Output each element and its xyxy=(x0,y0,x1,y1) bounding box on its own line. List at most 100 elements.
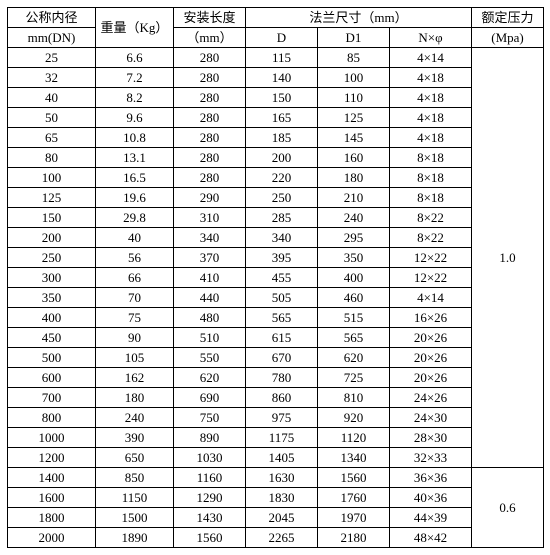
table-row: 1600115012901830176040×36 xyxy=(8,488,544,508)
cell-dn: 1000 xyxy=(8,428,96,448)
cell-dn: 250 xyxy=(8,248,96,268)
cell-install-len: 440 xyxy=(174,288,246,308)
cell-dn: 500 xyxy=(8,348,96,368)
cell-d: 1405 xyxy=(246,448,318,468)
header-dn-line2: mm(DN) xyxy=(8,28,96,48)
table-row: 6510.82801851454×18 xyxy=(8,128,544,148)
cell-nphi: 16×26 xyxy=(390,308,472,328)
header-pressure-line1: 额定压力 xyxy=(472,8,544,28)
cell-dn: 32 xyxy=(8,68,96,88)
cell-d1: 515 xyxy=(318,308,390,328)
cell-install-len: 280 xyxy=(174,68,246,88)
header-weight: 重量（Kg） xyxy=(96,8,174,48)
cell-dn: 1600 xyxy=(8,488,96,508)
cell-d: 2265 xyxy=(246,528,318,548)
cell-d1: 1340 xyxy=(318,448,390,468)
cell-dn: 2000 xyxy=(8,528,96,548)
cell-dn: 600 xyxy=(8,368,96,388)
cell-d: 165 xyxy=(246,108,318,128)
cell-d1: 400 xyxy=(318,268,390,288)
table-row: 256.6280115854×141.0 xyxy=(8,48,544,68)
table-row: 1800150014302045197044×39 xyxy=(8,508,544,528)
cell-dn: 200 xyxy=(8,228,96,248)
cell-d1: 240 xyxy=(318,208,390,228)
cell-d: 340 xyxy=(246,228,318,248)
table-row: 10003908901175112028×30 xyxy=(8,428,544,448)
cell-nphi: 20×26 xyxy=(390,348,472,368)
header-d: D xyxy=(246,28,318,48)
cell-d: 1175 xyxy=(246,428,318,448)
cell-weight: 70 xyxy=(96,288,174,308)
cell-dn: 65 xyxy=(8,128,96,148)
cell-install-len: 280 xyxy=(174,88,246,108)
cell-weight: 16.5 xyxy=(96,168,174,188)
cell-install-len: 1160 xyxy=(174,468,246,488)
cell-d1: 810 xyxy=(318,388,390,408)
cell-nphi: 4×18 xyxy=(390,128,472,148)
cell-d1: 620 xyxy=(318,348,390,368)
table-row: 3006641045540012×22 xyxy=(8,268,544,288)
header-install-len-line2: （mm） xyxy=(174,28,246,48)
cell-install-len: 480 xyxy=(174,308,246,328)
cell-install-len: 1030 xyxy=(174,448,246,468)
cell-weight: 1150 xyxy=(96,488,174,508)
cell-d1: 1760 xyxy=(318,488,390,508)
cell-nphi: 4×18 xyxy=(390,108,472,128)
table-row: 60016262078072520×26 xyxy=(8,368,544,388)
cell-install-len: 550 xyxy=(174,348,246,368)
cell-d: 505 xyxy=(246,288,318,308)
cell-install-len: 1290 xyxy=(174,488,246,508)
cell-install-len: 620 xyxy=(174,368,246,388)
cell-d1: 160 xyxy=(318,148,390,168)
cell-weight: 19.6 xyxy=(96,188,174,208)
table-row: 509.62801651254×18 xyxy=(8,108,544,128)
table-row: 2000189015602265218048×42 xyxy=(8,528,544,548)
cell-install-len: 1560 xyxy=(174,528,246,548)
cell-weight: 7.2 xyxy=(96,68,174,88)
cell-d1: 725 xyxy=(318,368,390,388)
cell-nphi: 8×22 xyxy=(390,208,472,228)
cell-weight: 240 xyxy=(96,408,174,428)
cell-dn: 450 xyxy=(8,328,96,348)
cell-d: 780 xyxy=(246,368,318,388)
cell-d: 285 xyxy=(246,208,318,228)
cell-weight: 390 xyxy=(96,428,174,448)
cell-weight: 29.8 xyxy=(96,208,174,228)
cell-nphi: 24×30 xyxy=(390,408,472,428)
cell-install-len: 750 xyxy=(174,408,246,428)
cell-nphi: 24×26 xyxy=(390,388,472,408)
cell-d1: 110 xyxy=(318,88,390,108)
cell-d1: 180 xyxy=(318,168,390,188)
cell-nphi: 20×26 xyxy=(390,368,472,388)
cell-d: 395 xyxy=(246,248,318,268)
cell-nphi: 48×42 xyxy=(390,528,472,548)
cell-install-len: 890 xyxy=(174,428,246,448)
cell-d1: 125 xyxy=(318,108,390,128)
cell-d1: 565 xyxy=(318,328,390,348)
cell-weight: 8.2 xyxy=(96,88,174,108)
cell-d: 250 xyxy=(246,188,318,208)
cell-dn: 125 xyxy=(8,188,96,208)
cell-nphi: 8×18 xyxy=(390,188,472,208)
cell-weight: 1890 xyxy=(96,528,174,548)
cell-install-len: 290 xyxy=(174,188,246,208)
cell-dn: 700 xyxy=(8,388,96,408)
cell-d1: 100 xyxy=(318,68,390,88)
table-body: 256.6280115854×141.0327.22801401004×1840… xyxy=(8,48,544,548)
header-nphi: N×φ xyxy=(390,28,472,48)
header-flange-group: 法兰尺寸（mm） xyxy=(246,8,472,28)
cell-nphi: 28×30 xyxy=(390,428,472,448)
cell-weight: 9.6 xyxy=(96,108,174,128)
table-row: 8013.12802001608×18 xyxy=(8,148,544,168)
table-header: 公称内径 重量（Kg） 安装长度 法兰尺寸（mm） 额定压力 mm(DN) （m… xyxy=(8,8,544,48)
cell-install-len: 280 xyxy=(174,148,246,168)
spec-table: 公称内径 重量（Kg） 安装长度 法兰尺寸（mm） 额定压力 mm(DN) （m… xyxy=(7,7,544,548)
cell-nphi: 40×36 xyxy=(390,488,472,508)
cell-d1: 1970 xyxy=(318,508,390,528)
header-install-len-line1: 安装长度 xyxy=(174,8,246,28)
table-row: 10016.52802201808×18 xyxy=(8,168,544,188)
cell-weight: 6.6 xyxy=(96,48,174,68)
cell-weight: 850 xyxy=(96,468,174,488)
cell-dn: 100 xyxy=(8,168,96,188)
cell-install-len: 510 xyxy=(174,328,246,348)
